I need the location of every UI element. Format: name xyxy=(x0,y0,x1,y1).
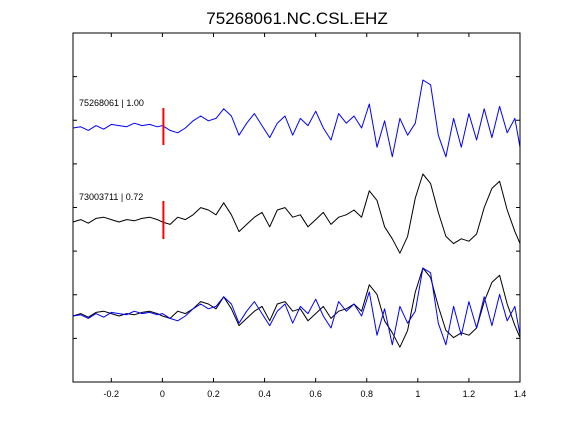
x-tick-label: 0 xyxy=(160,389,165,399)
trace-label-2: 73003711 | 0.72 xyxy=(79,192,143,202)
x-tick-label: 0.2 xyxy=(207,389,220,399)
trace-labels: 75268061 | 1.00 73003711 | 0.72 xyxy=(79,98,144,202)
x-tick-label: 0.8 xyxy=(360,389,373,399)
trace-label-1: 75268061 | 1.00 xyxy=(79,98,144,108)
axes-frame xyxy=(72,32,521,383)
waveform-trace-3-2 xyxy=(72,267,521,346)
x-tick-label: 1.2 xyxy=(463,389,476,399)
x-tick-label: 0.4 xyxy=(258,389,271,399)
x-tick-label: -0.2 xyxy=(104,389,120,399)
x-tick-label: 1.4 xyxy=(514,389,527,399)
axis-ticks: -0.2 0 0.2 0.4 0.6 0.8 1 1.2 1.4 xyxy=(73,33,526,399)
waveform-traces xyxy=(72,79,521,348)
waveform-trace-3-1 xyxy=(72,267,521,348)
chart-title: 75268061.NC.CSL.EHZ xyxy=(206,9,387,28)
waveform-trace-2-1 xyxy=(72,173,521,254)
x-tick-label: 0.6 xyxy=(309,389,322,399)
waveform-trace-1-1 xyxy=(72,79,521,158)
x-tick-label: 1 xyxy=(415,389,420,399)
